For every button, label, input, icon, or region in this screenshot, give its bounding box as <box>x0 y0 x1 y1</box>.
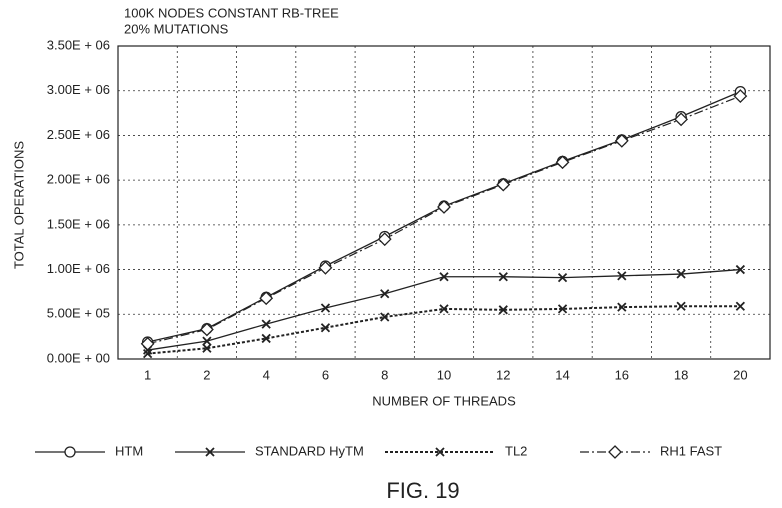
marker-diamond <box>496 177 511 192</box>
legend-label: STANDARD HyTM <box>255 443 364 458</box>
x-tick-label: 6 <box>322 367 329 382</box>
marker-diamond <box>377 232 392 247</box>
marker-x <box>735 301 746 311</box>
y-tick-label: 1.00E + 06 <box>47 261 110 276</box>
x-tick-label: 16 <box>615 367 629 382</box>
y-tick-label: 2.50E + 06 <box>47 127 110 142</box>
x-tick-label: 20 <box>733 367 747 382</box>
marker-x <box>439 304 449 314</box>
legend-label: RH1 FAST <box>660 443 722 458</box>
marker-x <box>205 447 215 457</box>
marker-x <box>676 269 686 279</box>
marker-diamond <box>555 155 570 170</box>
marker-diamond <box>608 445 622 459</box>
series-line <box>147 305 741 355</box>
marker-x <box>320 323 331 333</box>
y-tick-label: 5.00E + 05 <box>47 306 110 321</box>
marker-x <box>142 348 153 359</box>
marker-x <box>261 333 271 344</box>
chart-subtitle: 20% MUTATIONS <box>124 21 229 36</box>
marker-x <box>380 289 390 299</box>
marker-x <box>261 319 271 329</box>
y-tick-label: 3.00E + 06 <box>47 82 110 97</box>
marker-x <box>557 304 568 314</box>
marker-x <box>735 264 746 275</box>
marker-x <box>435 447 445 457</box>
x-tick-label: 18 <box>674 367 688 382</box>
marker-x <box>676 301 686 311</box>
marker-diamond <box>614 133 629 148</box>
marker-x <box>557 272 568 283</box>
marker-x <box>617 302 627 312</box>
marker-x <box>380 312 390 322</box>
x-axis-label: NUMBER OF THREADS <box>372 393 516 408</box>
y-tick-label: 2.00E + 06 <box>47 172 110 187</box>
marker-diamond <box>318 260 333 275</box>
marker-x <box>498 305 508 315</box>
y-tick-label: 3.50E + 06 <box>47 37 110 52</box>
marker-diamond <box>733 89 748 103</box>
x-tick-label: 8 <box>381 367 388 382</box>
marker-x <box>202 343 212 353</box>
marker-diamond <box>259 291 274 306</box>
marker-diamond <box>199 322 214 337</box>
x-tick-label: 4 <box>263 367 270 382</box>
x-tick-label: 1 <box>144 367 151 382</box>
y-axis-label: TOTAL OPERATIONS <box>11 141 26 269</box>
marker-diamond <box>674 112 689 127</box>
marker-x <box>617 271 627 281</box>
plot-frame <box>117 45 771 360</box>
marker-x <box>498 272 508 282</box>
x-tick-label: 14 <box>555 367 569 382</box>
legend-label: TL2 <box>505 443 527 458</box>
x-tick-label: 2 <box>203 367 210 382</box>
y-tick-label: 1.50E + 06 <box>47 216 110 231</box>
marker-circle <box>64 446 76 458</box>
marker-diamond <box>437 200 451 214</box>
marker-x <box>320 303 331 313</box>
x-tick-label: 12 <box>496 367 510 382</box>
marker-x <box>202 336 212 346</box>
figure-caption: FIG. 19 <box>386 478 459 503</box>
legend-label: HTM <box>115 443 143 458</box>
chart-title: 100K NODES CONSTANT RB-TREE <box>124 5 339 20</box>
x-tick-label: 10 <box>437 367 451 382</box>
marker-diamond <box>140 336 155 351</box>
marker-x <box>439 272 449 282</box>
y-tick-label: 0.00E + 00 <box>47 350 110 365</box>
